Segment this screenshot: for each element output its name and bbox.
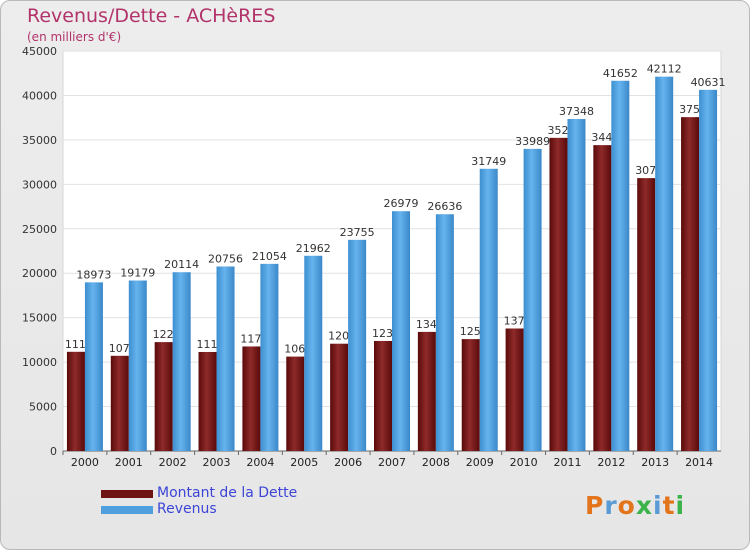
y-tick-label: 30000 [22,178,57,191]
bar-revenus [84,282,103,451]
bar-debt [637,178,656,451]
bar-revenus [392,211,410,451]
bar-debt [417,331,436,451]
data-label-revenus: 40631 [691,76,726,89]
x-tick-label: 2010 [510,456,538,469]
legend-item-debt: Montant de la Dette [101,485,401,501]
x-tick-label: 2002 [159,456,187,469]
data-label-revenus: 23755 [340,226,375,239]
bar-revenus [128,280,147,451]
bar-debt [242,346,261,451]
x-tick-label: 2011 [553,456,581,469]
legend-swatch-revenus [101,506,153,514]
legend-label-debt: Montant de la Dette [157,485,298,501]
data-label-revenus: 20756 [208,253,243,266]
data-label-revenus: 42112 [647,63,682,76]
data-label-revenus: 37348 [559,105,594,118]
y-tick-label: 40000 [22,89,57,102]
y-tick-label: 0 [50,445,57,458]
y-tick-label: 20000 [22,267,57,280]
bar-debt [110,355,129,451]
x-tick-label: 2008 [422,456,450,469]
data-label-revenus: 20114 [164,258,199,271]
bar-debt [286,356,305,451]
x-tick-label: 2009 [466,456,494,469]
bar-debt [505,328,524,451]
bar-revenus [611,80,630,451]
y-tick-label: 15000 [22,312,57,325]
chart-subtitle: (en milliers d'€) [27,30,122,44]
bar-revenus [260,263,279,451]
bar-debt [549,137,568,451]
bar-revenus [172,272,191,451]
y-tick-label: 25000 [22,223,57,236]
y-tick-label: 10000 [22,356,57,369]
legend: Montant de la Dette Revenus [101,485,401,517]
bar-revenus [348,239,367,451]
bar-debt [593,145,612,451]
legend-item-revenus: Revenus [101,501,401,517]
bar-revenus [479,168,498,451]
y-tick-label: 35000 [22,134,57,147]
bar-debt [198,351,217,451]
bar-revenus [216,266,235,451]
bar-debt [66,351,85,451]
data-label-revenus: 26979 [384,197,419,210]
x-tick-label: 2013 [641,456,669,469]
bar-revenus [699,89,718,451]
x-tick-label: 2005 [290,456,318,469]
y-tick-label: 5000 [29,401,57,414]
legend-label-revenus: Revenus [157,501,217,517]
bar-debt [681,117,700,451]
logo-letter: t [662,491,676,520]
data-label-revenus: 41652 [603,67,638,80]
x-tick-label: 2006 [334,456,362,469]
x-tick-label: 2000 [71,456,99,469]
data-label-revenus: 31749 [471,155,506,168]
bar-revenus [304,255,323,451]
legend-swatch-debt [101,490,153,498]
data-label-revenus: 26636 [427,200,462,213]
x-tick-label: 2012 [597,456,625,469]
bar-revenus [655,76,674,451]
data-label-revenus: 18973 [76,268,111,281]
logo-letter: i [675,491,686,520]
bar-debt [154,342,173,451]
data-label-revenus: 21962 [296,242,331,255]
bar-revenus [567,119,586,452]
x-tick-label: 2014 [685,456,713,469]
x-tick-label: 2007 [378,456,406,469]
logo-letter: o [617,491,636,520]
bar-debt [330,343,349,451]
logo-letter: P [585,491,605,520]
bar-debt [461,339,480,451]
x-tick-label: 2003 [203,456,231,469]
data-label-revenus: 21054 [252,250,287,263]
data-label-revenus: 19179 [120,267,155,280]
bar-revenus [435,214,454,451]
y-tick-label: 45000 [22,45,57,58]
logo-letter: i [653,491,663,520]
bar-revenus [523,148,542,451]
data-label-revenus: 33989 [515,135,550,148]
bar-debt [374,340,392,451]
proxiti-logo: Proxiti [585,491,685,520]
chart-title: Revenus/Dette - ACHèRES [27,5,276,27]
logo-letter: r [604,491,618,520]
logo-letter: x [635,491,653,520]
x-tick-label: 2001 [115,456,143,469]
x-tick-label: 2004 [246,456,274,469]
